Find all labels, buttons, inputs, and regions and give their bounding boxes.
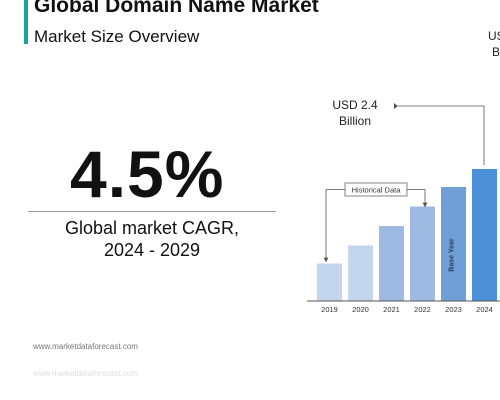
bar-2019 [317, 263, 342, 301]
cagr-value: 4.5% [70, 137, 225, 211]
cagr-divider [28, 211, 276, 212]
x-tick-label-2024: 2024 [476, 305, 493, 314]
callout-arrow [398, 105, 485, 165]
right-callout-line1: US [488, 29, 500, 43]
bar-2021 [379, 226, 404, 301]
page-title: Global Domain Name Market [34, 0, 319, 17]
callout-value-line1: USD 2.4 [332, 98, 378, 112]
bar-2020 [348, 245, 373, 301]
historical-arrow-left [323, 189, 345, 263]
base-year-label: Base Year [449, 238, 456, 272]
source-url: www.marketdataforecast.com [33, 342, 138, 351]
x-tick-label-2023: 2023 [445, 305, 462, 314]
cagr-label-line1: Global market CAGR, [64, 218, 240, 238]
x-tick-label-2019: 2019 [321, 305, 338, 314]
callout-arrowhead-icon [394, 103, 398, 109]
right-callout-line2: B [492, 45, 500, 59]
x-tick-label-2021: 2021 [383, 305, 400, 314]
historical-arrow-right [407, 189, 428, 208]
x-tick-label-2020: 2020 [352, 305, 369, 314]
bar-2023 [441, 187, 466, 301]
callout-value-line2: Billion [339, 114, 371, 128]
cagr-label: Global market CAGR, 2024 - 2029 [28, 217, 276, 261]
cagr-label-line2: 2024 - 2029 [103, 240, 201, 260]
page-subtitle: Market Size Overview [34, 27, 200, 46]
title-accent-bar [24, 0, 28, 44]
bar-2022 [410, 206, 435, 301]
source-url-faded: www.marketdataforecast.com [33, 369, 138, 378]
x-tick-label-2022: 2022 [414, 305, 431, 314]
historical-data-label: Historical Data [352, 186, 402, 195]
bar-2024 [472, 169, 497, 301]
